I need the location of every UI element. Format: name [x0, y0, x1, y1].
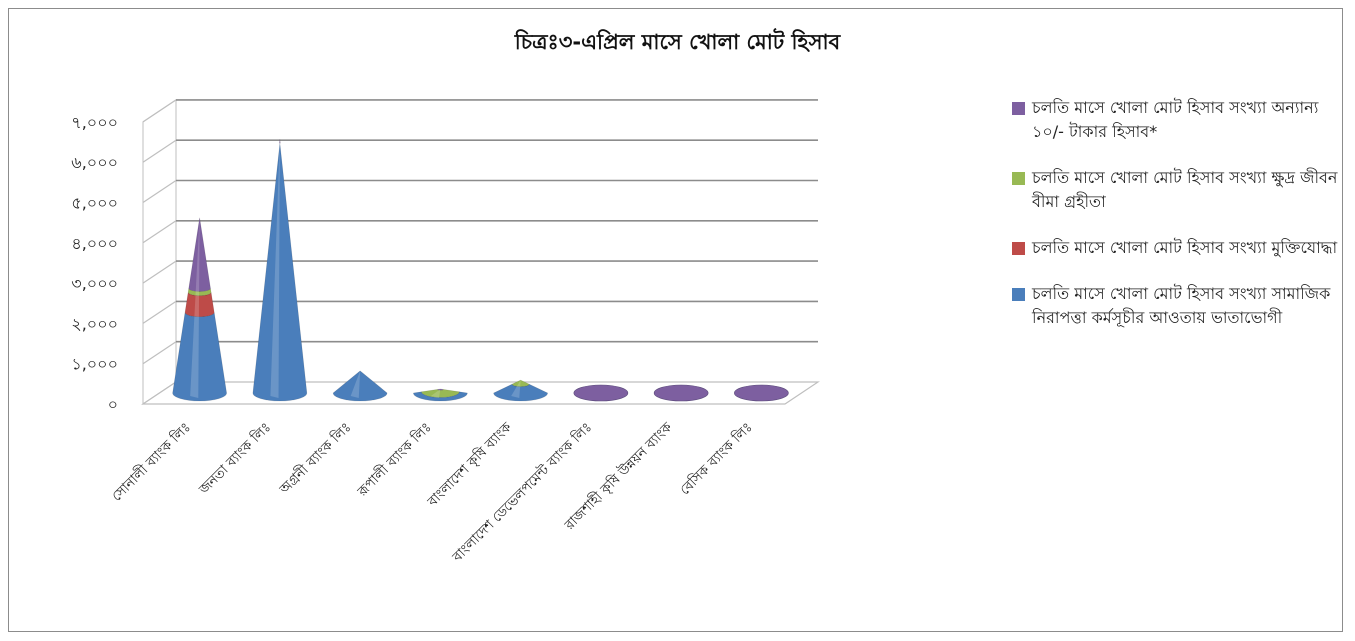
cone-bar — [653, 384, 709, 402]
y-tick-label: ০ — [108, 395, 118, 414]
cone-bar — [413, 388, 468, 402]
cone-highlight — [511, 380, 521, 398]
x-tick-label: বাংলাদেশ কৃষি ব্যাংক — [423, 418, 515, 510]
legend-swatch — [1012, 102, 1025, 115]
cone-highlight — [350, 370, 361, 398]
cone-segment — [332, 370, 388, 402]
y-tick-label: ২,০০০ — [71, 314, 118, 333]
cone-segment — [653, 384, 709, 402]
cone-bar — [172, 217, 227, 402]
gridline-side — [142, 139, 177, 163]
legend-item: চলতি মাসে খোলা মোট হিসাব সংখ্যা সামাজিক … — [1012, 282, 1342, 330]
x-tick-label: সোনালী ব্যাংক লিঃ — [108, 419, 194, 505]
y-tick-label: ৫,০০০ — [71, 194, 118, 213]
gridline-side — [142, 260, 177, 284]
cone-segment — [437, 388, 444, 391]
gridline-side — [142, 99, 177, 123]
legend-swatch — [1012, 288, 1025, 301]
legend-label: চলতি মাসে খোলা মোট হিসাব সংখ্যা ক্ষুদ্র … — [1032, 168, 1338, 211]
y-tick-label: ৩,০০০ — [71, 274, 118, 293]
gridline-side — [142, 220, 177, 244]
chart-legend: চলতি মাসে খোলা মোট হিসাব সংখ্যা অন্যান্য… — [1012, 96, 1342, 352]
gridline-side — [142, 341, 177, 365]
gridline-side — [142, 300, 177, 324]
legend-item: চলতি মাসে খোলা মোট হিসাব সংখ্যা মুক্তিযো… — [1012, 236, 1342, 260]
legend-item: চলতি মাসে খোলা মোট হিসাব সংখ্যা ক্ষুদ্র … — [1012, 166, 1342, 214]
legend-label: চলতি মাসে খোলা মোট হিসাব সংখ্যা অন্যান্য… — [1032, 98, 1319, 141]
cone-segment — [188, 217, 211, 292]
cone-bar — [332, 370, 388, 402]
cone-segment — [279, 139, 281, 144]
floor — [141, 381, 820, 405]
chart-title: চিত্রঃ৩-এপ্রিল মাসে খোলা মোট হিসাব — [514, 30, 841, 54]
cone-bar — [734, 384, 789, 402]
legend-label: চলতি মাসে খোলা মোট হিসাব সংখ্যা সামাজিক … — [1032, 284, 1331, 327]
cone-bar — [573, 384, 629, 402]
legend-item: চলতি মাসে খোলা মোট হিসাব সংখ্যা অন্যান্য… — [1012, 96, 1342, 144]
x-tick-label: অগ্রনী ব্যাংক লিঃ — [275, 419, 354, 498]
y-tick-label: ৬,০০০ — [71, 153, 118, 172]
x-tick-label: বাংলাদেশ ডেভেলপমেন্ট ব্যাংক লিঃ — [448, 419, 595, 566]
cone-segment — [252, 143, 308, 402]
cone-highlight — [430, 388, 441, 398]
legend-swatch — [1012, 172, 1025, 185]
cone-highlight — [190, 217, 200, 398]
cone-segment — [511, 379, 530, 387]
y-tick-label: ৪,০০০ — [71, 234, 118, 253]
legend-swatch — [1012, 242, 1025, 255]
cone-bar — [252, 139, 308, 402]
cone-segment — [573, 384, 629, 402]
legend-label: চলতি মাসে খোলা মোট হিসাব সংখ্যা মুক্তিযো… — [1032, 238, 1338, 257]
x-tick-label: জনতা ব্যাংক লিঃ — [195, 419, 275, 499]
side-wall — [142, 98, 177, 405]
cone-segment — [172, 312, 227, 402]
cone-bar — [493, 379, 548, 402]
y-tick-label: ১,০০০ — [71, 355, 118, 374]
x-tick-label: বেসিক ব্যাংক লিঃ — [676, 419, 756, 499]
gridline-side — [142, 180, 177, 203]
chart-frame — [8, 8, 1343, 632]
y-tick-label: ৭,০০০ — [71, 113, 118, 132]
cone-highlight — [270, 139, 280, 399]
cone-segment — [734, 384, 789, 402]
x-tick-label: রূপালী ব্যাংক লিঃ — [353, 419, 434, 500]
